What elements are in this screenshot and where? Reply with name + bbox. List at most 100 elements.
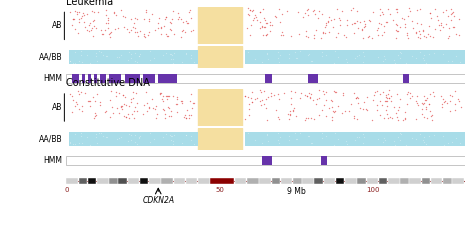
Point [288,34,295,38]
Point [353,135,360,139]
Point [449,25,457,29]
Point [330,110,338,114]
Point [347,102,355,106]
Point [117,135,125,139]
Point [101,111,109,115]
Point [257,90,264,94]
FancyBboxPatch shape [410,178,421,184]
Point [380,30,388,34]
Point [87,28,95,32]
Point [72,104,79,108]
Point [276,53,284,57]
Point [267,94,275,98]
Point [392,36,399,40]
Point [324,20,332,24]
Point [129,90,137,94]
Point [136,29,144,33]
Point [351,138,358,142]
Point [416,36,424,40]
Point [420,116,428,120]
Point [127,56,134,60]
Point [252,15,260,19]
Point [268,23,276,27]
Point [187,92,195,96]
Point [131,133,139,137]
Point [135,54,143,58]
Point [140,103,148,107]
Point [139,112,146,116]
Point [329,109,337,113]
Point [279,33,287,37]
Point [107,30,115,34]
Point [335,137,342,141]
Point [112,90,119,94]
Point [451,102,458,106]
Point [359,51,366,55]
Point [131,30,138,34]
Point [179,101,186,105]
Point [297,91,305,95]
Point [86,21,93,25]
Point [92,54,100,58]
Point [118,104,125,108]
Point [404,36,412,40]
Point [128,28,135,32]
Point [166,52,173,56]
Point [438,94,445,98]
Point [331,49,338,53]
Point [351,56,358,60]
Point [246,102,253,106]
Point [258,24,265,28]
Point [385,96,392,100]
Point [276,20,284,24]
Point [306,52,313,56]
Point [187,113,195,117]
Point [422,142,430,146]
Point [170,51,178,55]
Point [259,34,267,38]
Point [264,132,271,136]
Point [68,111,76,115]
Point [419,28,427,32]
Point [448,59,456,62]
Point [393,10,401,14]
Point [304,53,312,57]
Point [311,12,319,16]
Point [266,29,274,33]
Point [437,28,444,32]
Point [97,131,105,135]
Point [332,35,339,39]
Point [167,28,174,32]
Point [294,10,302,14]
FancyBboxPatch shape [357,178,366,184]
Point [256,88,264,92]
Point [134,60,141,64]
Point [396,25,403,29]
Point [431,7,438,11]
Point [127,138,134,142]
Point [156,92,164,96]
Bar [198,128,242,150]
Point [91,114,99,118]
Point [118,105,125,109]
Point [330,143,337,147]
Point [166,20,173,24]
Point [128,133,135,137]
Point [384,7,392,11]
Point [310,8,318,12]
Point [453,54,460,58]
Point [95,50,103,54]
Point [383,104,391,108]
Point [157,91,165,95]
Point [251,138,259,142]
Bar [94,74,97,83]
Point [75,59,83,63]
Point [438,105,446,109]
Point [389,18,397,22]
Point [430,133,438,137]
Point [383,96,391,100]
Point [77,134,85,138]
Point [78,14,85,18]
Point [160,24,168,28]
Point [182,116,190,120]
